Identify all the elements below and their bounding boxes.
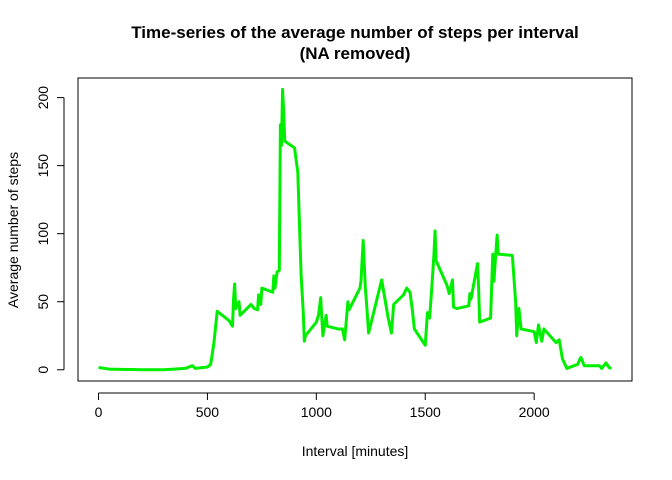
x-axis-label: Interval [minutes] <box>302 443 409 459</box>
x-tick-label: 500 <box>196 404 220 420</box>
x-tick-label: 0 <box>95 404 103 420</box>
y-tick-label: 50 <box>35 294 51 310</box>
x-tick-label: 1500 <box>410 404 441 420</box>
y-tick-label: 100 <box>35 222 51 246</box>
chart-title: (NA removed) <box>300 44 411 63</box>
chart-title: Time-series of the average number of ste… <box>131 23 579 42</box>
x-tick-label: 1000 <box>301 404 332 420</box>
data-line <box>98 87 612 372</box>
y-tick-label: 200 <box>35 86 51 110</box>
y-axis-label: Average number of steps <box>5 152 21 308</box>
y-tick-label: 0 <box>35 366 51 374</box>
y-tick-label: 150 <box>35 154 51 178</box>
x-tick-label: 2000 <box>519 404 550 420</box>
plot-box <box>77 77 633 382</box>
